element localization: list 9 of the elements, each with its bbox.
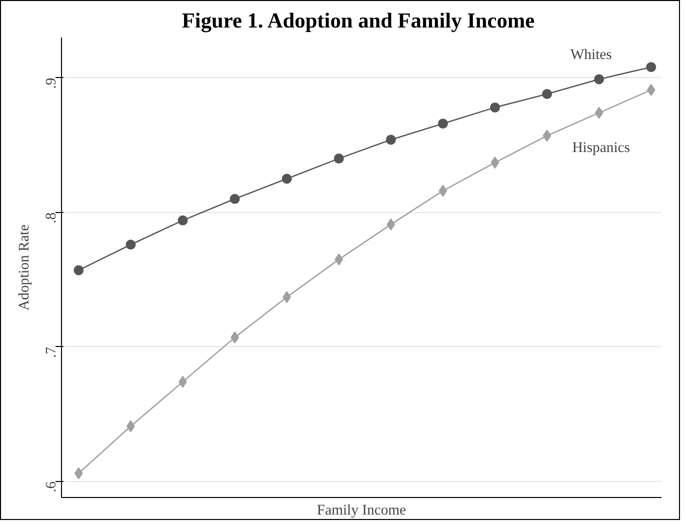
y-axis-title: Adoption Rate xyxy=(16,224,32,310)
y-tick-label: .8 xyxy=(44,212,60,224)
y-tick-label: .7 xyxy=(44,346,60,358)
series-label: Hispanics xyxy=(572,140,630,156)
series-label: Whites xyxy=(570,47,612,64)
chart-title: Figure 1. Adoption and Family Income xyxy=(182,8,535,32)
y-tick-label: .9 xyxy=(44,78,60,89)
y-tick-label: .6 xyxy=(44,481,60,492)
x-axis-title: Family Income xyxy=(316,502,406,518)
